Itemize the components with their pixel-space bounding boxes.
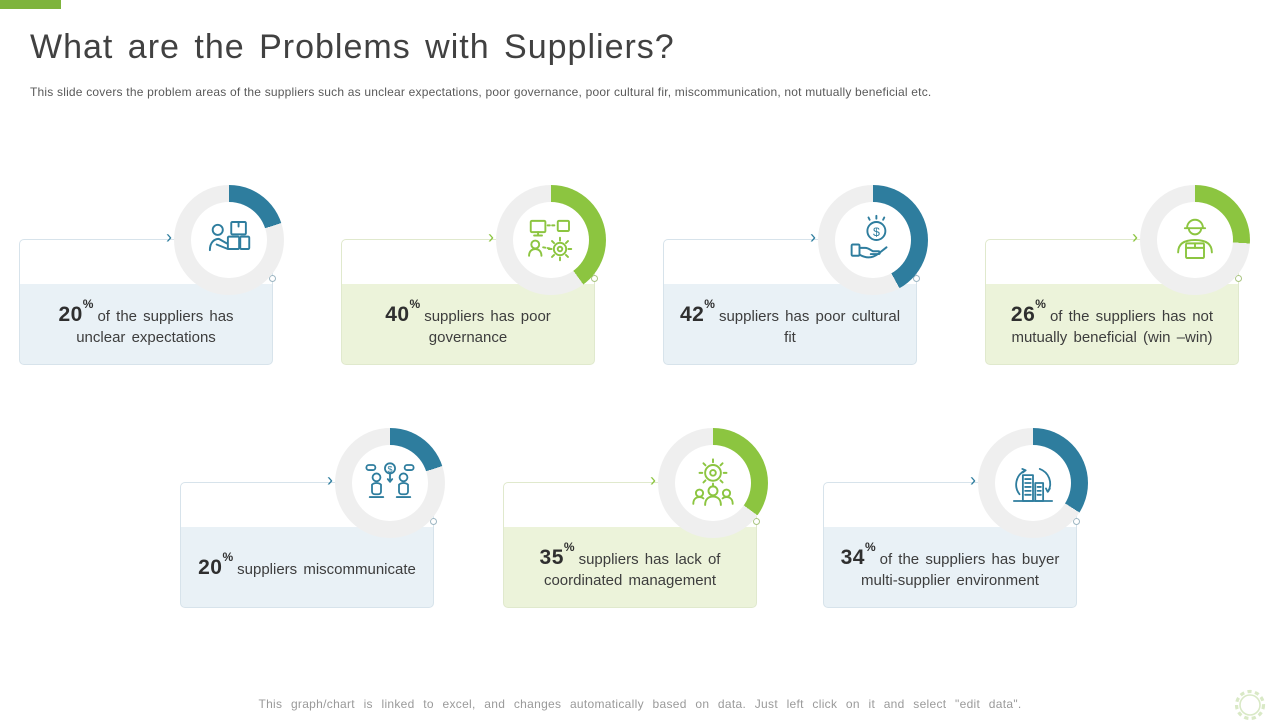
percent-sign: % bbox=[222, 550, 234, 564]
percent-sign: % bbox=[409, 296, 421, 311]
negotiation-icon: $ bbox=[365, 462, 415, 498]
progress-ring bbox=[978, 428, 1088, 538]
svg-text:$: $ bbox=[873, 225, 880, 239]
progress-ring: $ bbox=[335, 428, 445, 538]
card-description: of the suppliers has unclear expectation… bbox=[76, 307, 234, 346]
card-description: of the suppliers has not mutually benefi… bbox=[1011, 307, 1214, 346]
team-gear-icon bbox=[692, 458, 734, 506]
percent-value: 26 bbox=[1010, 302, 1036, 326]
percent-sign: % bbox=[864, 539, 876, 554]
gear-watermark-icon bbox=[1234, 689, 1266, 720]
connector-node bbox=[591, 275, 598, 282]
progress-ring bbox=[658, 428, 768, 538]
connector-node bbox=[1073, 518, 1080, 525]
chevron-right-icon bbox=[970, 471, 976, 489]
progress-ring bbox=[1140, 185, 1250, 295]
problem-card-not-mutually-beneficial: 26%of the suppliers has not mutually ben… bbox=[985, 185, 1250, 365]
card-text: 35%suppliers has lack of coordinated man… bbox=[504, 527, 756, 607]
percent-value: 20 bbox=[58, 302, 83, 326]
card-text: 42%suppliers has poor cultural fit bbox=[664, 284, 916, 364]
connector-node bbox=[430, 518, 437, 525]
percent-value: 42 bbox=[679, 302, 705, 326]
delivery-person-icon bbox=[1177, 218, 1213, 259]
card-text: 20%of the suppliers has unclear expectat… bbox=[20, 284, 272, 364]
card-description: suppliers miscommunicate bbox=[237, 561, 416, 578]
connector-node bbox=[269, 275, 276, 282]
problem-card-poor-governance: 40%suppliers has poor governance bbox=[341, 185, 606, 365]
progress-ring bbox=[496, 185, 606, 295]
card-text: 26%of the suppliers has not mutually ben… bbox=[986, 284, 1238, 364]
svg-text:$: $ bbox=[387, 464, 392, 474]
footer-note: This graph/chart is linked to excel, and… bbox=[258, 697, 1022, 711]
page-title: What are the Problems with Suppliers? bbox=[30, 28, 675, 66]
supplier-boxes-icon bbox=[208, 221, 251, 252]
connector-node bbox=[1235, 275, 1242, 282]
card-description: suppliers has poor cultural fit bbox=[718, 307, 901, 346]
ring-inner bbox=[513, 202, 589, 278]
subtitle: This slide covers the problem areas of t… bbox=[30, 85, 932, 99]
percent-value: 20 bbox=[198, 556, 223, 579]
card-text: 20%suppliers miscommunicate bbox=[181, 527, 433, 607]
governance-icon bbox=[528, 219, 573, 262]
ring-inner bbox=[191, 202, 267, 278]
problem-card-poor-cultural-fit: $ 42%suppliers has poor cultural fit bbox=[663, 185, 928, 365]
chevron-right-icon bbox=[327, 471, 333, 489]
problem-card-lack-coordinated-management: 35%suppliers has lack of coordinated man… bbox=[503, 428, 768, 608]
percent-value: 40 bbox=[385, 302, 410, 326]
connector-node bbox=[913, 275, 920, 282]
connector-node bbox=[753, 518, 760, 525]
percent-sign: % bbox=[1035, 296, 1046, 311]
hand-dollar-icon: $ bbox=[850, 214, 888, 259]
card-description: suppliers has lack of coordinated manage… bbox=[543, 550, 721, 589]
problem-card-multi-supplier-environment: 34%of the suppliers has buyer multi-supp… bbox=[823, 428, 1088, 608]
percent-sign: % bbox=[563, 539, 575, 554]
chevron-right-icon bbox=[810, 228, 816, 246]
card-description: of the suppliers has buyer multi-supplie… bbox=[861, 550, 1060, 589]
accent-bar bbox=[0, 0, 61, 9]
chevron-right-icon bbox=[488, 228, 494, 246]
percent-sign: % bbox=[82, 296, 94, 311]
progress-ring: $ bbox=[818, 185, 928, 295]
percent-sign: % bbox=[704, 296, 715, 311]
card-description: suppliers has poor governance bbox=[424, 307, 551, 346]
card-text: 34%of the suppliers has buyer multi-supp… bbox=[824, 527, 1076, 607]
problem-card-unclear-expectations: 20%of the suppliers has unclear expectat… bbox=[19, 185, 284, 365]
buildings-cycle-icon bbox=[1012, 468, 1054, 502]
card-text: 40%suppliers has poor governance bbox=[342, 284, 594, 364]
percent-value: 34 bbox=[840, 545, 865, 569]
ring-inner bbox=[352, 445, 428, 521]
chevron-right-icon bbox=[1132, 228, 1138, 246]
percent-value: 35 bbox=[539, 545, 564, 569]
progress-ring bbox=[174, 185, 284, 295]
problem-card-miscommunicate: $ 20%suppliers miscommunicate bbox=[180, 428, 445, 608]
chevron-right-icon bbox=[650, 471, 656, 489]
chevron-right-icon bbox=[166, 228, 172, 246]
